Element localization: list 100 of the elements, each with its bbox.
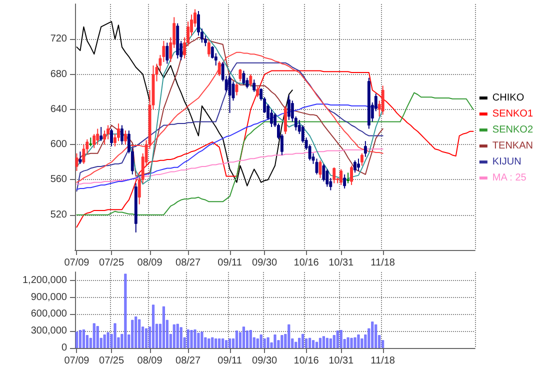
candlestick: [110, 128, 113, 147]
bar: [322, 336, 325, 348]
candlestick: [235, 82, 238, 96]
bar: [302, 334, 304, 348]
bar: [222, 338, 224, 348]
candlestick: [249, 74, 252, 88]
y-tick-label: 560: [50, 174, 68, 186]
bar: [200, 332, 204, 348]
candlestick: [75, 152, 78, 172]
x-tick-label: 10/31: [328, 258, 354, 268]
bar: [308, 338, 312, 348]
bar: [152, 304, 155, 348]
candlestick: [78, 151, 82, 164]
candlestick: [318, 160, 322, 178]
bar: [346, 337, 350, 348]
bar: [75, 332, 78, 348]
bar: [145, 328, 148, 348]
candlestick: [357, 158, 360, 172]
bar: [186, 329, 190, 348]
bar: [288, 324, 290, 348]
candlestick: [364, 140, 367, 158]
line-series: [76, 70, 474, 228]
x-tick-label: 10/16: [294, 356, 320, 366]
bar: [249, 330, 252, 348]
bar: [371, 322, 374, 348]
x-tick-label: 08/09: [137, 356, 163, 366]
x-tick-label: 08/09: [137, 258, 163, 268]
candlestick: [120, 124, 124, 146]
bar: [92, 323, 96, 348]
bar: [106, 332, 110, 348]
y-tick-label: 680: [50, 68, 68, 80]
bar: [246, 330, 248, 348]
bar: [305, 338, 308, 348]
bar: [360, 338, 364, 348]
candlestick: [166, 42, 169, 64]
x-tick-label: 08/27: [176, 356, 201, 366]
bar: [134, 316, 138, 348]
x-tick-label: 07/09: [64, 356, 90, 366]
legend-label: MA : 25: [492, 172, 527, 184]
legend-label: CHIKO: [492, 92, 524, 104]
bar: [315, 342, 318, 348]
candlestick: [100, 126, 103, 142]
candlestick: [207, 40, 210, 58]
y-tick-label: 1,200,000: [22, 274, 68, 286]
bar: [211, 337, 214, 348]
bar: [138, 319, 141, 348]
bar: [82, 329, 85, 348]
bar: [329, 338, 332, 348]
bar: [260, 334, 262, 348]
bar: [228, 338, 232, 348]
bar: [298, 338, 301, 348]
bar: [350, 338, 353, 348]
bar: [340, 330, 342, 348]
bar: [180, 327, 182, 348]
candlestick: [343, 174, 346, 189]
x-tick-label: 07/25: [99, 356, 124, 366]
bar: [354, 337, 356, 348]
bar: [172, 324, 176, 348]
candlestick: [252, 79, 256, 92]
candlestick: [96, 128, 100, 146]
y-tick-label: 300,000: [30, 326, 68, 337]
x-tick-label: 08/27: [176, 258, 201, 268]
candlestick: [242, 70, 246, 86]
x-tick-label: 10/16: [294, 258, 320, 268]
bar: [336, 330, 339, 348]
x-tick-label: 10/31: [328, 356, 354, 366]
bar: [124, 274, 127, 348]
candlestick: [228, 76, 232, 114]
y-tick-label: 600: [50, 139, 68, 150]
bar: [274, 334, 276, 348]
candlestick: [354, 160, 356, 174]
bar: [312, 340, 315, 348]
legend-label: SENKO2: [492, 124, 534, 136]
bar: [194, 329, 196, 348]
candlestick: [381, 85, 384, 116]
y-tick-label: 720: [50, 34, 68, 45]
bar: [131, 320, 134, 348]
x-tick-label: 11/18: [370, 258, 396, 268]
bar: [326, 338, 328, 348]
candlestick: [124, 130, 127, 146]
candlestick: [340, 168, 343, 186]
x-tick-label: 11/18: [370, 356, 396, 366]
bar: [242, 326, 245, 348]
candlestick: [360, 152, 364, 166]
candlestick: [350, 165, 353, 186]
bar: [218, 338, 221, 348]
x-tick-label: 09/11: [218, 258, 242, 268]
bar: [78, 330, 82, 348]
y-tick-label: 640: [50, 104, 68, 115]
bar: [235, 330, 238, 348]
bar: [263, 338, 266, 348]
legend-label: KIJUN: [492, 156, 522, 168]
candlestick: [332, 166, 336, 184]
candlestick: [287, 94, 290, 120]
bar: [256, 338, 259, 348]
bar: [318, 338, 322, 348]
candlestick: [346, 172, 350, 184]
candlestick: [256, 86, 260, 98]
x-tick-label: 09/30: [252, 258, 278, 268]
bar: [162, 306, 165, 348]
